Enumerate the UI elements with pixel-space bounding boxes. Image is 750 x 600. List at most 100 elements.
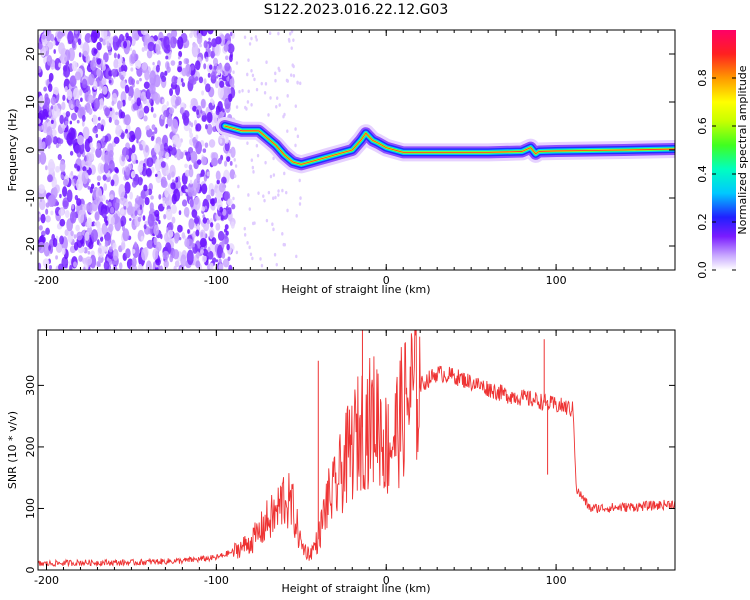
noise-blob [52, 136, 58, 145]
noise-blob [298, 178, 301, 183]
noise-blob [42, 258, 50, 268]
noise-blob [160, 161, 166, 168]
noise-blob [113, 52, 117, 59]
snr-y-tick-label: 0 [24, 567, 37, 574]
noise-blob [286, 129, 289, 133]
noise-blob [200, 30, 208, 37]
noise-blob [112, 242, 117, 250]
noise-blob [154, 173, 158, 178]
noise-blob [70, 112, 77, 121]
noise-blob [188, 167, 194, 178]
noise-blob [269, 96, 272, 100]
noise-blob [103, 162, 110, 174]
noise-blob [179, 107, 184, 115]
noise-blob [109, 194, 114, 201]
noise-blob [141, 247, 148, 261]
noise-blob [290, 46, 293, 50]
noise-blob [105, 199, 109, 204]
noise-blob [120, 132, 125, 140]
noise-blob [69, 120, 73, 125]
noise-blob [190, 30, 194, 35]
spectrogram-y-tick-label: 10 [24, 95, 37, 109]
snr-y-ticks: 0 100 200 300 [24, 375, 675, 574]
noise-blob [121, 155, 126, 162]
noise-blob [93, 93, 96, 99]
noise-blob [50, 119, 54, 124]
noise-blob [168, 113, 172, 118]
noise-blob [133, 53, 139, 61]
noise-blob [142, 162, 146, 168]
noise-blob [193, 119, 198, 127]
noise-blob [70, 104, 74, 110]
noise-blob [135, 89, 141, 98]
noise-blob [289, 73, 293, 77]
noise-blob [208, 189, 211, 195]
noise-blob [64, 85, 68, 93]
noise-blob [174, 260, 180, 268]
noise-blob [235, 250, 239, 255]
noise-blob [268, 31, 272, 36]
noise-blob [216, 179, 220, 185]
noise-blob [58, 263, 64, 270]
noise-blob [97, 116, 101, 121]
noise-blob [199, 237, 207, 248]
noise-blob [195, 229, 200, 237]
noise-blob [196, 223, 200, 229]
noise-blob [232, 70, 235, 75]
noise-blob [153, 236, 158, 246]
noise-blob [195, 123, 202, 132]
noise-blob [255, 87, 259, 92]
noise-blob [296, 134, 300, 139]
noise-blob [87, 135, 93, 144]
noise-blob [255, 38, 258, 42]
noise-blob [120, 64, 128, 73]
noise-blob [140, 235, 144, 242]
noise-blob [296, 80, 299, 85]
noise-blob [153, 74, 161, 88]
noise-blob [175, 137, 182, 149]
noise-blob [99, 37, 103, 43]
noise-blob [41, 34, 46, 40]
noise-blob [190, 64, 195, 71]
noise-blob [246, 72, 249, 77]
noise-blob [243, 226, 246, 231]
noise-blob [47, 174, 53, 183]
noise-blob [234, 164, 238, 168]
noise-blob [81, 120, 85, 127]
noise-blob [38, 41, 43, 50]
noise-blob [170, 204, 177, 214]
noise-blob [147, 213, 155, 227]
noise-blob [120, 101, 124, 108]
noise-blob [96, 41, 102, 51]
noise-blob [74, 105, 79, 113]
noise-blob [224, 136, 229, 144]
noise-blob [215, 222, 221, 231]
noise-blob [190, 97, 198, 107]
noise-blob [256, 153, 260, 158]
noise-blob [213, 197, 218, 204]
noise-blob [85, 172, 89, 180]
noise-blob [247, 89, 250, 94]
noise-blob [221, 241, 225, 248]
noise-blob [38, 65, 42, 74]
noise-blob [113, 136, 120, 144]
noise-blob [81, 78, 88, 89]
noise-blob [184, 163, 188, 169]
noise-blob [103, 260, 110, 270]
noise-blob [164, 70, 168, 76]
noise-blob [217, 230, 225, 241]
noise-blob [146, 239, 154, 249]
noise-blob [60, 53, 68, 65]
noise-blob [155, 171, 162, 184]
noise-blob [38, 262, 42, 270]
noise-blob [183, 44, 186, 49]
noise-blob [172, 249, 180, 260]
noise-blob [201, 156, 207, 166]
noise-blob [77, 134, 84, 146]
noise-blob [166, 66, 171, 73]
noise-blob [90, 183, 95, 190]
noise-blob [120, 208, 125, 215]
noise-blob [129, 218, 132, 221]
noise-blob [139, 204, 143, 210]
